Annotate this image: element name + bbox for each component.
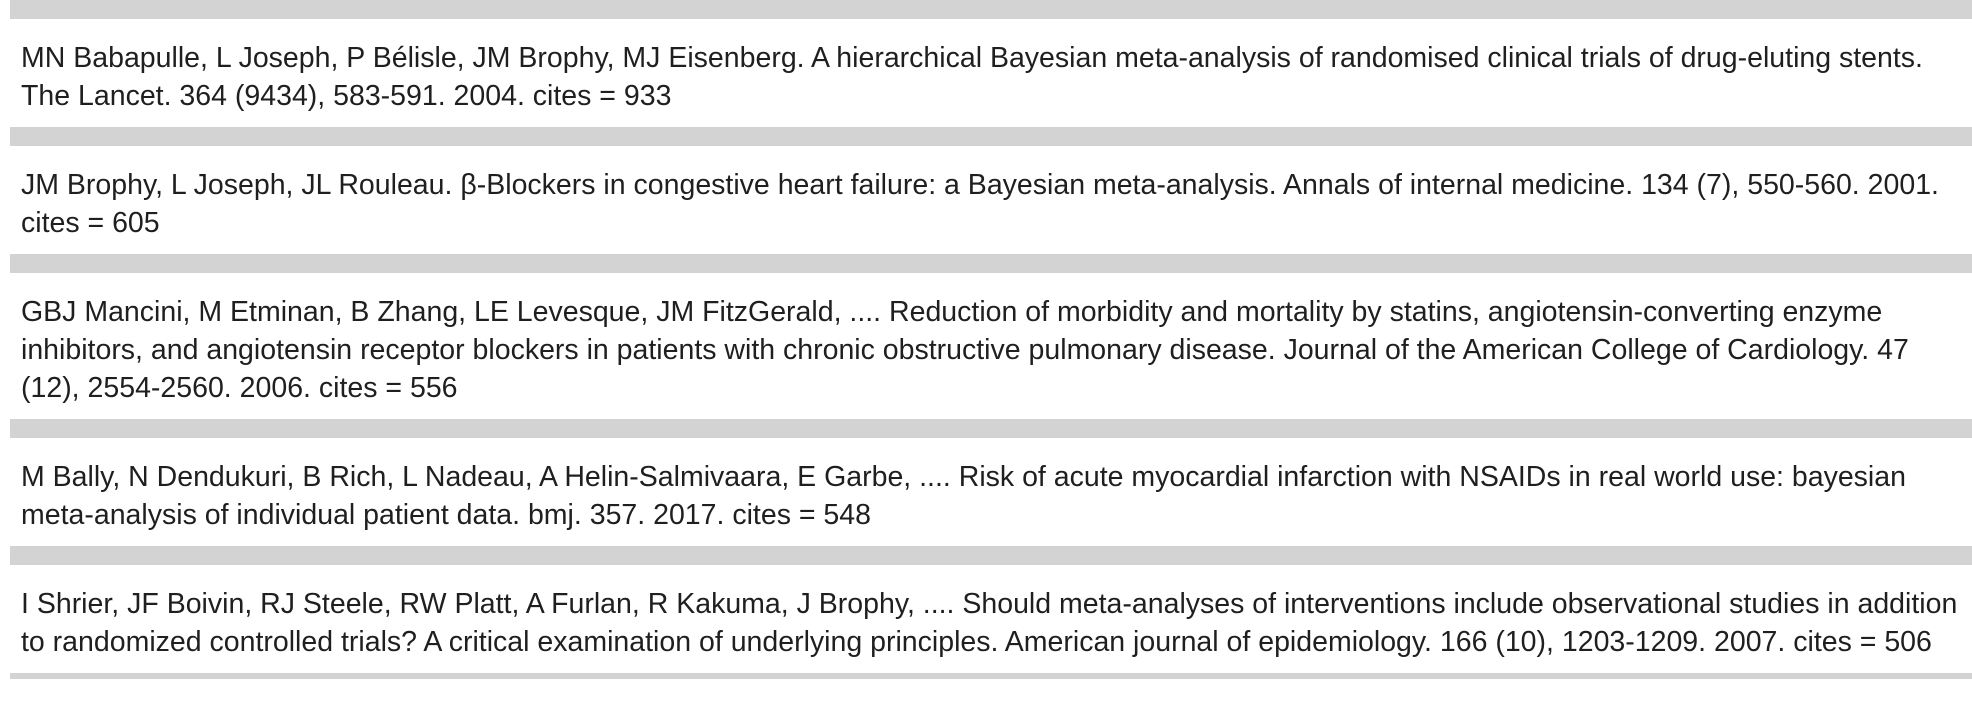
divider bbox=[10, 127, 1972, 146]
reference-item: JM Brophy, L Joseph, JL Rouleau. β-Block… bbox=[21, 169, 1939, 239]
reference-list: MN Babapulle, L Joseph, P Bélisle, JM Br… bbox=[10, 0, 1972, 679]
divider bbox=[10, 546, 1972, 565]
reference-item: I Shrier, JF Boivin, RJ Steele, RW Platt… bbox=[21, 588, 1958, 658]
divider bbox=[10, 673, 1972, 679]
divider bbox=[10, 254, 1972, 273]
reference-item: GBJ Mancini, M Etminan, B Zhang, LE Leve… bbox=[21, 296, 1909, 404]
reference-item: M Bally, N Dendukuri, B Rich, L Nadeau, … bbox=[21, 461, 1906, 531]
reference-item: MN Babapulle, L Joseph, P Bélisle, JM Br… bbox=[21, 42, 1923, 112]
divider bbox=[10, 419, 1972, 438]
divider bbox=[10, 0, 1972, 19]
